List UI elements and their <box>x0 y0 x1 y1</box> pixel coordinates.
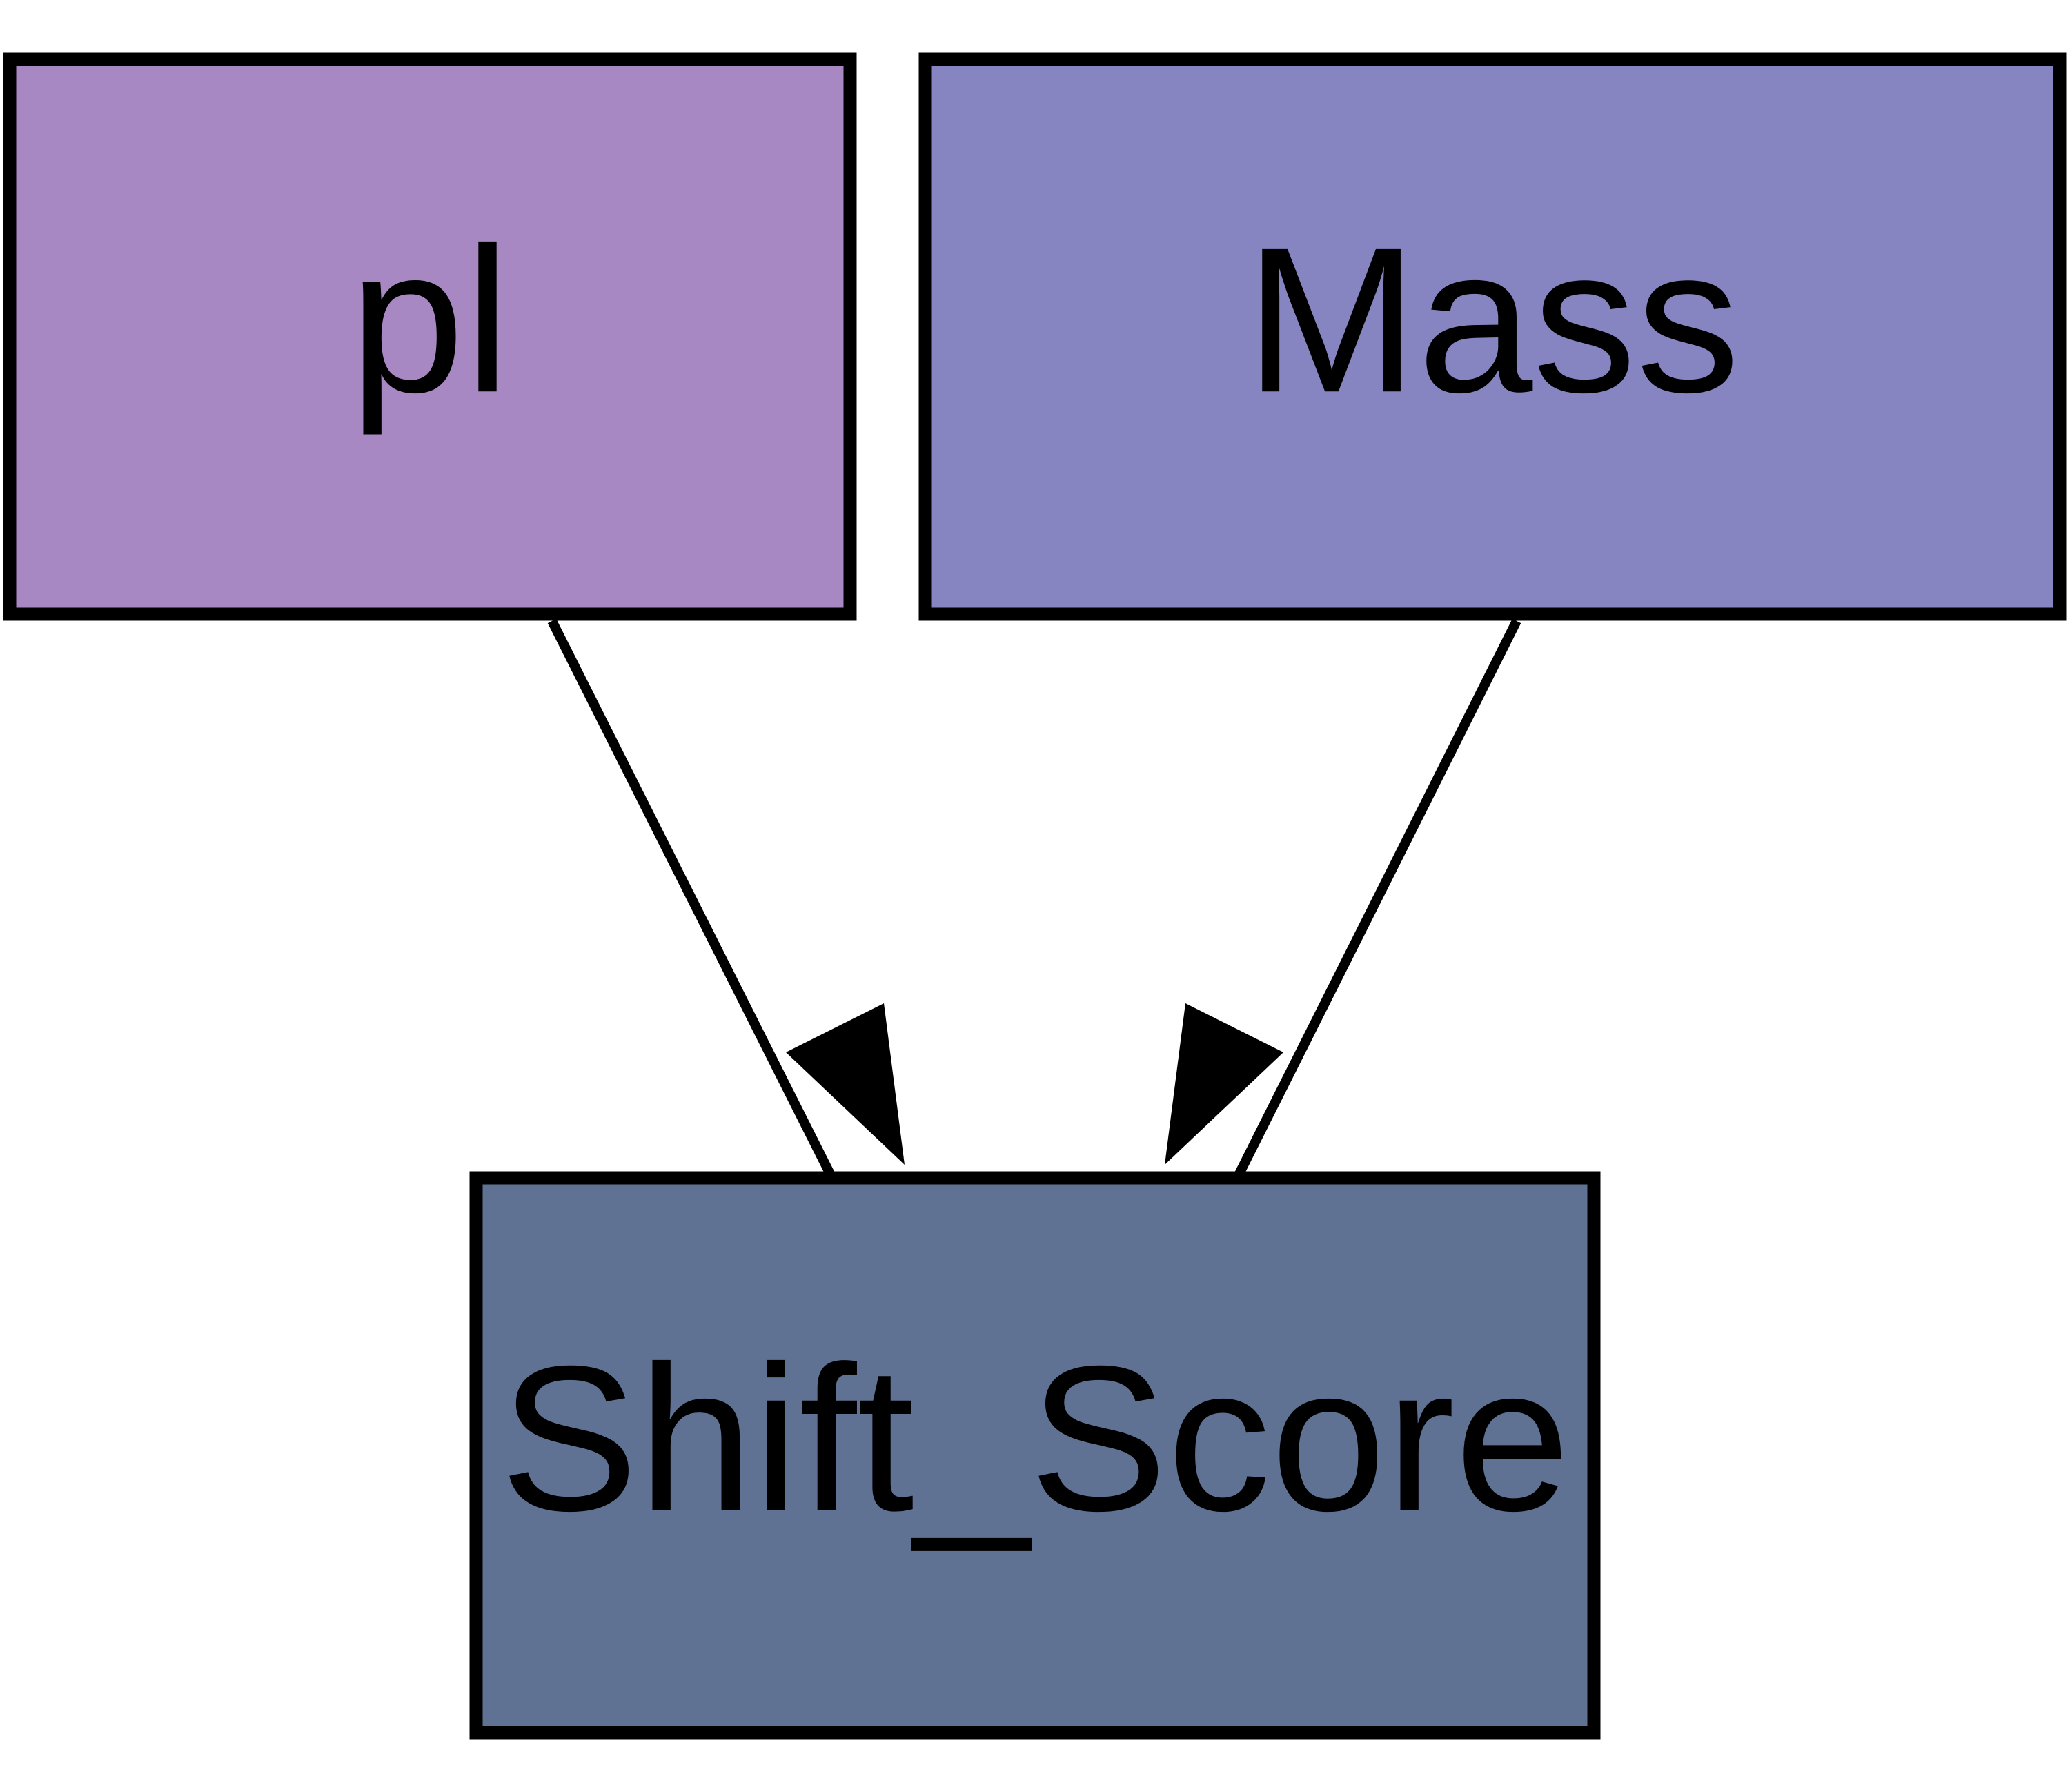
node-pl[interactable]: pl <box>3 52 857 621</box>
node-box <box>918 52 2067 621</box>
node-box <box>3 52 857 621</box>
node-label: Shift_Score <box>500 1322 1570 1554</box>
node-box <box>469 1171 1601 1740</box>
arrowhead-icon <box>786 1003 905 1165</box>
arrowhead-icon <box>1165 1003 1283 1165</box>
node-label: Mass <box>1245 204 1740 435</box>
node-mass[interactable]: Mass <box>918 52 2067 621</box>
edge-line <box>1232 618 1521 1181</box>
edge-mass-to-shift-score <box>1165 618 1521 1181</box>
node-label: pl <box>349 204 511 437</box>
edge-pl-to-shift-score <box>547 618 905 1181</box>
edge-line <box>547 618 837 1181</box>
node-shift-score[interactable]: Shift_Score <box>469 1171 1601 1740</box>
